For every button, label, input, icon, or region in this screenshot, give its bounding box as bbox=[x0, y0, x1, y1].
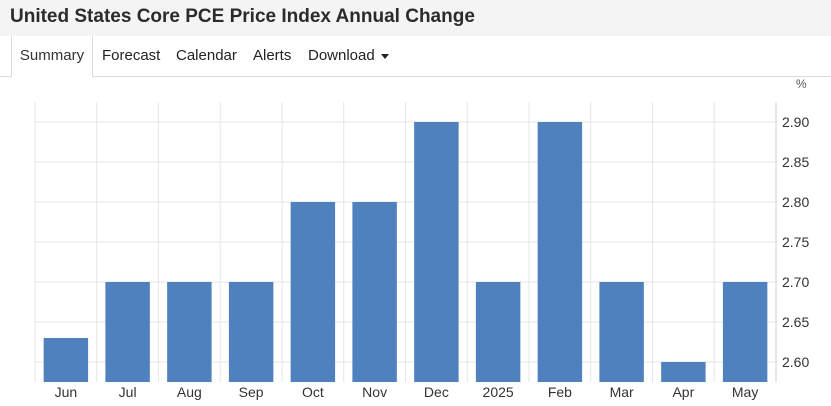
y-tick-label: 2.85 bbox=[782, 154, 809, 170]
tab-bar: Summary Forecast Calendar Alerts Downloa… bbox=[0, 36, 831, 78]
y-tick-label: 2.65 bbox=[782, 314, 809, 330]
y-tick-label: 2.75 bbox=[782, 234, 809, 250]
x-tick-label: Sep bbox=[239, 384, 264, 400]
bar-sep[interactable] bbox=[228, 282, 274, 382]
bar-feb[interactable] bbox=[537, 122, 583, 382]
x-tick-label: Jul bbox=[119, 384, 137, 400]
x-tick-label: May bbox=[732, 384, 758, 400]
x-tick-label: Jun bbox=[55, 384, 78, 400]
y-tick-label: 2.90 bbox=[782, 114, 809, 130]
x-tick-label: Aug bbox=[177, 384, 202, 400]
title-bar: United States Core PCE Price Index Annua… bbox=[0, 0, 831, 37]
chart-bars bbox=[43, 122, 768, 382]
bar-dec[interactable] bbox=[414, 122, 459, 382]
y-axis-unit: % bbox=[796, 77, 807, 91]
bar-jul[interactable] bbox=[105, 282, 150, 382]
tab-summary[interactable]: Summary bbox=[11, 36, 93, 78]
download-label: Download bbox=[308, 47, 375, 64]
bar-nov[interactable] bbox=[352, 202, 397, 382]
bar-oct[interactable] bbox=[290, 202, 336, 382]
x-tick-label: Mar bbox=[610, 384, 634, 400]
x-tick-label: Dec bbox=[424, 384, 449, 400]
bar-mar[interactable] bbox=[599, 282, 644, 382]
bar-apr[interactable] bbox=[661, 362, 706, 382]
bar-may[interactable] bbox=[722, 282, 768, 382]
x-tick-label: Nov bbox=[362, 384, 387, 400]
y-tick-label: 2.70 bbox=[782, 274, 809, 290]
bar-2025[interactable] bbox=[475, 282, 521, 382]
y-tick-label: 2.80 bbox=[782, 194, 809, 210]
x-tick-label: 2025 bbox=[483, 384, 514, 400]
chart-grid bbox=[34, 102, 777, 382]
x-tick-label: Feb bbox=[548, 384, 572, 400]
tab-calendar[interactable]: Calendar bbox=[176, 47, 237, 64]
bar-jun[interactable] bbox=[43, 338, 89, 382]
tab-download[interactable]: Download bbox=[308, 36, 389, 76]
chart-axes: 2.60 2.65 2.70 2.75 2.80 2.85 2.90% Jun Jul Aug Se… bbox=[55, 77, 810, 400]
page-title: United States Core PCE Price Index Annua… bbox=[10, 6, 475, 27]
x-tick-label: Apr bbox=[672, 384, 694, 400]
x-tick-label: Oct bbox=[302, 384, 324, 400]
tab-forecast[interactable]: Forecast bbox=[102, 47, 161, 64]
y-tick-label: 2.60 bbox=[782, 354, 809, 370]
caret-down-icon bbox=[380, 53, 389, 59]
bar-aug[interactable] bbox=[167, 282, 212, 382]
tab-alerts[interactable]: Alerts bbox=[253, 47, 292, 64]
